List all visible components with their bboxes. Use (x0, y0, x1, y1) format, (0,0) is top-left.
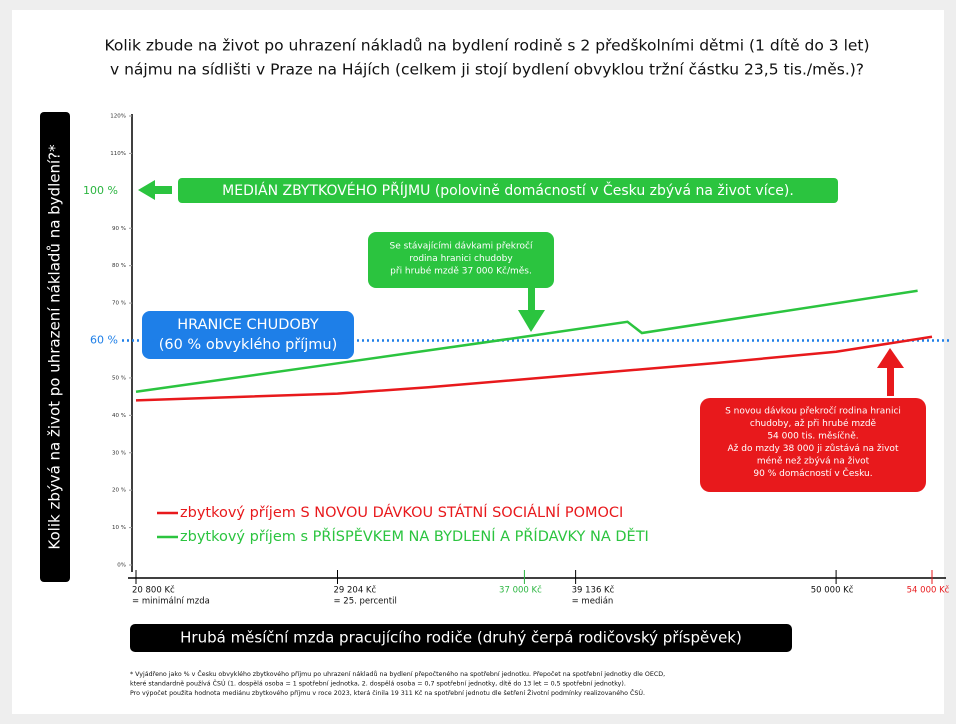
y-tick-label: 110% (110, 151, 126, 157)
y-axis-label: Kolik zbývá na život po uhrazení nákladů… (46, 144, 64, 550)
arrow (877, 348, 904, 368)
median-label: MEDIÁN ZBYTKOVÉHO PŘÍJMU (polovině domác… (222, 181, 794, 199)
y-tick-label: 50 % (112, 375, 126, 381)
x-tick-label: 37 000 Kč (499, 585, 542, 596)
legend-label: zbytkový příjem S NOVOU DÁVKOU STÁTNÍ SO… (180, 504, 623, 521)
y-tick-label: 100 % (83, 184, 118, 197)
arrow (138, 180, 172, 200)
chart-title: Kolik zbude na život po uhrazení nákladů… (104, 37, 869, 55)
poverty-box (142, 311, 354, 359)
x-tick-label: 50 000 Kč (811, 585, 854, 596)
green-note: rodina hranici chudoby (409, 254, 513, 264)
series-line (135, 289, 918, 393)
y-tick-label: 10 % (112, 525, 126, 531)
chart-title: v nájmu na sídlišti v Praze na Hájích (c… (110, 61, 864, 79)
y-tick-label: 90 % (112, 226, 126, 232)
footnote: Pro výpočet použita hodnota mediánu zbyt… (130, 688, 645, 697)
red-note: Až do mzdy 38 000 ji zůstává na život (728, 443, 899, 454)
x-axis-label: Hrubá měsíční mzda pracujícího rodiče (d… (180, 629, 742, 647)
y-tick-label: 80 % (112, 263, 126, 269)
y-tick-label: 60 % (90, 334, 118, 347)
poverty-label: HRANICE CHUDOBY (177, 317, 319, 333)
legend-label: zbytkový příjem s PŘÍSPĚVKEM NA BYDLENÍ … (180, 528, 649, 545)
x-tick-label: 20 800 Kč (132, 585, 175, 596)
footnote: které standardně používá ČSÚ (1. dospělá… (130, 679, 626, 688)
y-tick-label: 20 % (112, 488, 126, 494)
median-box (178, 178, 838, 203)
arrow (887, 368, 894, 396)
footnote: * Vyjádřeno jako % v Česku obvyklého zby… (130, 669, 665, 678)
green-note: Se stávajícími dávkami překročí (390, 241, 533, 252)
x-tick-label: 39 136 Kč (572, 585, 615, 596)
y-tick-label: 30 % (112, 450, 126, 456)
arrow (518, 310, 545, 332)
green-note-box (368, 232, 554, 288)
y-tick-label: 40 % (112, 413, 126, 419)
poverty-label: (60 % obvyklého příjmu) (159, 337, 338, 353)
y-tick-label: 70 % (112, 301, 126, 307)
arrow (528, 288, 535, 310)
y-tick-label: 0% (117, 563, 126, 569)
y-tick-label: 120% (110, 114, 126, 120)
y-label-box (40, 112, 70, 582)
red-note: 54 000 tis. měsíčně. (767, 431, 858, 442)
red-note: méně než zbývá na život (757, 456, 870, 467)
series-line (135, 335, 933, 402)
red-note: chudoby, až při hrubé mzdě (750, 418, 877, 429)
x-tick-label: 54 000 Kč (907, 585, 950, 596)
x-label-box (130, 624, 792, 652)
panel (12, 10, 944, 714)
x-tick-note: = 25. percentil (333, 597, 396, 607)
red-note: 90 % domácností v Česku. (753, 467, 872, 479)
red-note-box (700, 398, 926, 492)
red-note: S novou dávkou překročí rodina hranici (725, 406, 901, 417)
x-tick-label: 29 204 Kč (333, 585, 376, 596)
green-note: při hrubé mzdě 37 000 Kč/měs. (390, 266, 532, 277)
x-tick-note: = minimální mzda (132, 597, 210, 607)
x-tick-note: = medián (572, 597, 614, 607)
